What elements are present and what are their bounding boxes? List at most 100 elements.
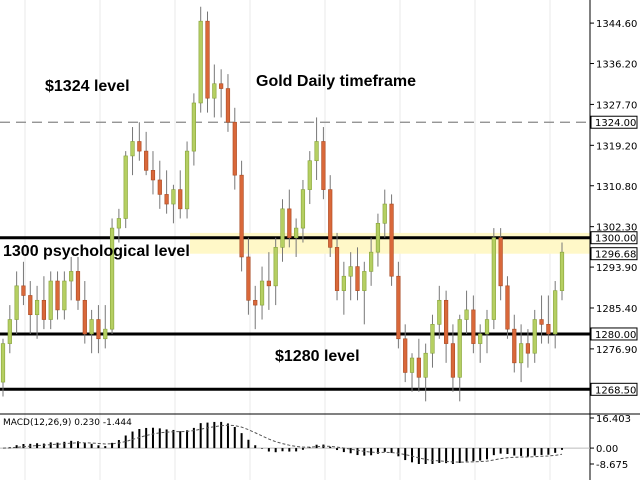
candle xyxy=(89,309,94,354)
level-tags: 1324.00 1300.00 1280.00 1268.50 1296.68 xyxy=(590,115,638,396)
candle xyxy=(75,256,81,310)
candle-body-up xyxy=(7,319,12,344)
candle xyxy=(266,252,271,310)
candle xyxy=(525,329,531,368)
candle xyxy=(178,170,183,219)
candle xyxy=(205,11,210,113)
candle xyxy=(96,305,101,354)
annotations: $1324 level Gold Daily timeframe 1300 psyc… xyxy=(3,73,416,365)
candle-body-down xyxy=(416,357,421,378)
candle xyxy=(512,314,517,373)
price-tick-label: 1310.80 xyxy=(596,182,637,193)
candle-body-up xyxy=(123,155,128,219)
candle xyxy=(444,290,449,363)
level-tag-box xyxy=(590,382,638,396)
candle-body-down xyxy=(232,121,237,176)
candle xyxy=(375,213,381,267)
candle xyxy=(109,218,115,334)
candle xyxy=(41,276,47,330)
candle xyxy=(103,305,108,349)
candle-body-down xyxy=(355,266,360,291)
candle xyxy=(0,338,6,397)
current-price-box xyxy=(590,247,638,261)
candle-body-up xyxy=(348,266,353,277)
candle-body-up xyxy=(103,328,108,340)
candle xyxy=(471,295,476,354)
candle-body-down xyxy=(525,343,531,354)
candle xyxy=(171,184,176,224)
candle xyxy=(184,141,190,219)
candle xyxy=(21,261,26,306)
candle xyxy=(464,290,469,334)
candle-body-up xyxy=(307,160,312,190)
candle-body-down xyxy=(444,299,449,344)
candle xyxy=(294,218,299,257)
candles xyxy=(0,6,565,402)
macd-tick-label: 0.00 xyxy=(596,444,618,455)
macd-signal-line xyxy=(2,424,563,463)
candle xyxy=(328,175,333,257)
candle xyxy=(334,232,340,301)
candle xyxy=(505,276,510,339)
candle-body-up xyxy=(109,227,115,330)
candle-body-up xyxy=(341,275,346,291)
price-tick-label: 1327.70 xyxy=(596,100,637,111)
candle-body-up xyxy=(491,237,496,320)
candle-body-up xyxy=(14,285,19,320)
candle xyxy=(198,6,203,113)
price-tick-label: 1285.40 xyxy=(596,304,637,315)
candle xyxy=(300,179,306,243)
candle xyxy=(382,189,387,238)
candle-body-down xyxy=(239,174,244,258)
candle-body-up xyxy=(48,280,53,320)
candle-body-down xyxy=(334,247,340,291)
candle-body-up xyxy=(553,290,558,335)
candle xyxy=(273,237,278,306)
candle xyxy=(219,69,224,118)
candle xyxy=(212,64,217,118)
candle-body-up xyxy=(375,222,381,253)
candle-body-up xyxy=(69,271,74,282)
candle-body-up xyxy=(62,280,67,311)
candle-body-down xyxy=(96,319,101,340)
candle-body-down xyxy=(41,299,47,320)
candle xyxy=(28,281,33,334)
chart-annotation: 1300 psychological level xyxy=(3,243,190,260)
candle xyxy=(403,324,408,383)
candle xyxy=(7,305,12,354)
candle-body-down xyxy=(389,203,394,277)
candle xyxy=(314,117,319,180)
candle xyxy=(491,228,496,330)
candle-body-down xyxy=(471,309,476,344)
price-tick-label: 1276.90 xyxy=(596,345,637,356)
candle xyxy=(416,338,421,392)
candle-body-down xyxy=(505,285,510,330)
candle xyxy=(532,309,537,363)
candle xyxy=(253,285,258,330)
level-tag-box xyxy=(590,231,638,245)
candle xyxy=(423,343,428,402)
candle-body-down xyxy=(164,194,169,205)
candle-body-down xyxy=(225,88,231,123)
candle xyxy=(355,247,360,301)
candle-body-down xyxy=(512,328,517,364)
candle xyxy=(362,261,367,325)
candle-body-up xyxy=(518,343,524,364)
candle xyxy=(191,93,196,166)
candle-body-up xyxy=(280,208,285,248)
price-axis: 1344.60 1336.20 1327.70 1319.20 1310.80 1302.… xyxy=(590,19,637,356)
candle-body-down xyxy=(546,324,551,335)
candle xyxy=(341,261,346,315)
candle-body-up xyxy=(430,324,435,354)
candle xyxy=(539,295,544,344)
candle xyxy=(409,353,415,392)
candle xyxy=(137,122,142,161)
level-tag-box xyxy=(590,327,638,341)
candle-body-up xyxy=(34,299,40,316)
candle xyxy=(259,266,265,320)
candle xyxy=(48,271,53,330)
candle-body-down xyxy=(328,189,333,248)
candle xyxy=(62,271,67,320)
candle-body-up xyxy=(259,280,265,306)
price-tick-label: 1336.20 xyxy=(596,60,637,71)
